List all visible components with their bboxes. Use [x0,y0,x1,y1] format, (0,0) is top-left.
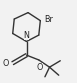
Text: O: O [36,63,43,72]
Text: O: O [2,59,9,68]
Text: Br: Br [44,15,53,24]
Text: N: N [24,31,29,40]
